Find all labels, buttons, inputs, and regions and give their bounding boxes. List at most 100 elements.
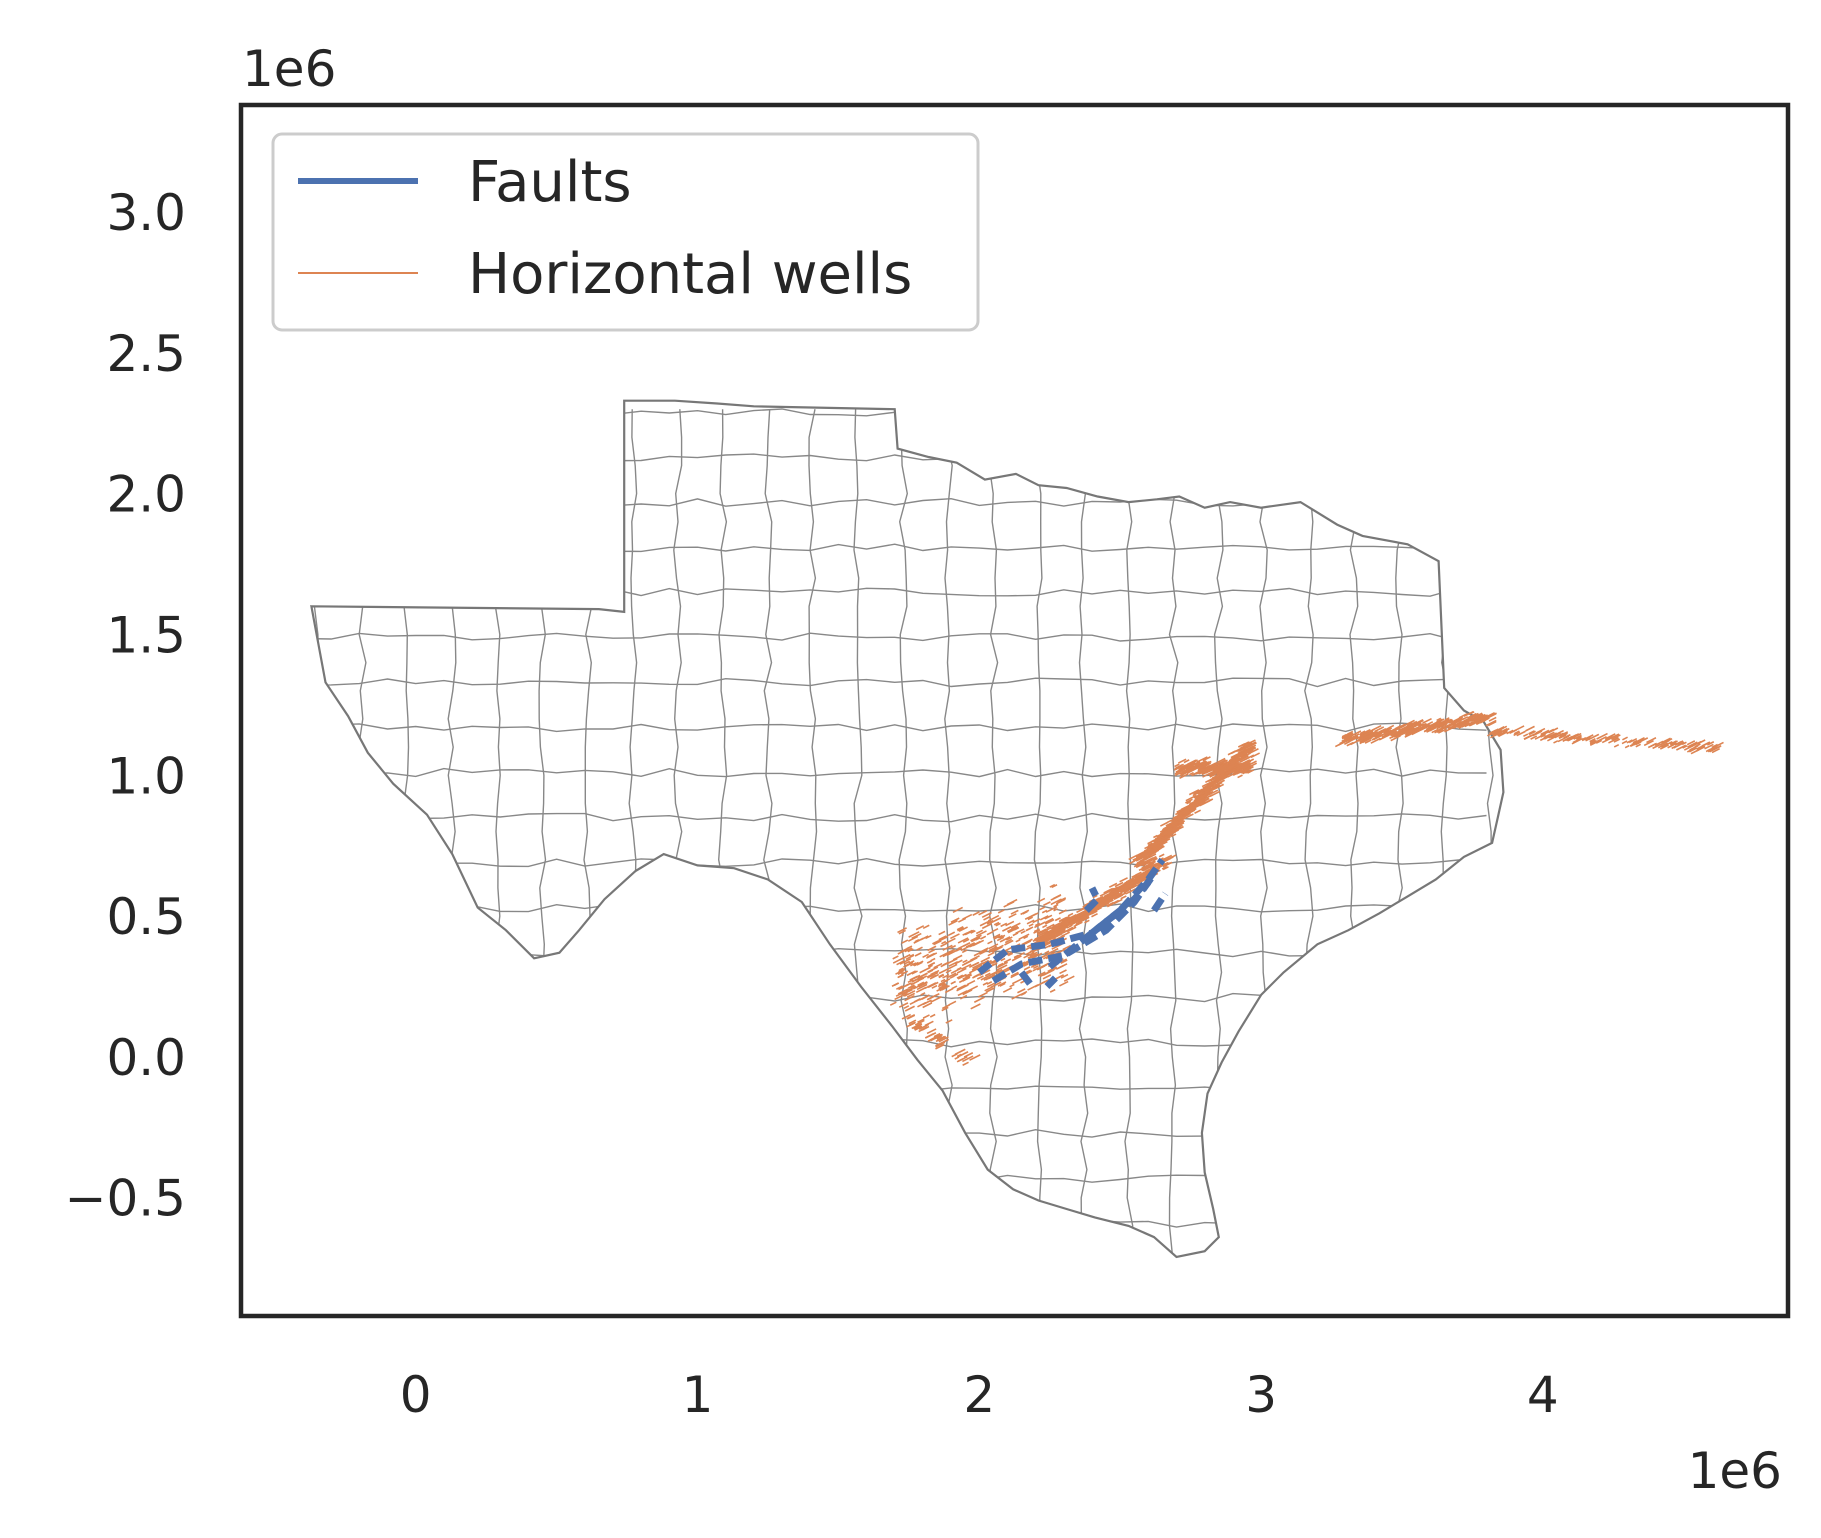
well-mark (1199, 791, 1206, 796)
well-mark (1060, 959, 1068, 964)
well-mark (993, 921, 1000, 926)
well-mark (1026, 919, 1035, 925)
well-mark (918, 1023, 930, 1030)
well-mark (961, 949, 968, 954)
well-mark (942, 944, 953, 951)
well-mark (930, 971, 937, 976)
well-mark (1222, 761, 1228, 765)
well-mark (978, 910, 988, 916)
well-mark (1416, 719, 1424, 725)
well-mark (1061, 915, 1070, 921)
well-mark (1185, 798, 1193, 804)
well-mark (1159, 838, 1171, 845)
well-mark (913, 937, 924, 944)
well-mark (1035, 934, 1043, 940)
well-mark (1120, 885, 1132, 893)
well-mark (899, 957, 912, 965)
well-mark (1080, 910, 1088, 915)
well-mark (1144, 860, 1156, 868)
well-mark (1056, 963, 1068, 970)
well-mark (1358, 735, 1369, 742)
well-mark (1188, 789, 1200, 796)
well-mark (995, 922, 1001, 927)
well-mark (1051, 925, 1063, 932)
well-mark (1011, 977, 1023, 985)
well-mark (1161, 865, 1168, 870)
well-mark (957, 926, 965, 932)
well-mark (933, 962, 943, 969)
well-mark (1338, 740, 1346, 746)
well-mark (1236, 763, 1248, 771)
well-mark (963, 1052, 974, 1058)
well-mark (1053, 894, 1062, 900)
y-tick-label: 1.5 (106, 607, 186, 665)
well-mark (1162, 866, 1169, 871)
well-mark (991, 968, 1003, 976)
well-mark (1044, 914, 1053, 920)
well-mark (924, 1032, 937, 1039)
well-mark (1209, 773, 1217, 778)
well-mark (1075, 921, 1081, 926)
well-mark (1659, 739, 1670, 746)
well-mark (1540, 731, 1549, 737)
well-mark (989, 959, 997, 964)
well-mark (911, 1022, 923, 1030)
well-mark (1116, 890, 1122, 894)
well-mark (1572, 737, 1582, 744)
well-mark (1575, 735, 1583, 741)
well-mark (948, 1000, 957, 1006)
well-mark (1650, 742, 1658, 748)
well-mark (905, 982, 912, 987)
well-mark (1019, 990, 1028, 996)
well-mark (1051, 924, 1061, 930)
well-mark (1148, 842, 1157, 849)
well-mark (1573, 734, 1582, 740)
well-mark (941, 983, 947, 987)
well-mark (944, 987, 954, 994)
well-mark (1035, 937, 1041, 941)
well-mark (1472, 717, 1478, 721)
well-mark (1669, 740, 1677, 745)
well-mark (927, 945, 937, 952)
well-mark (1049, 883, 1056, 888)
well-mark (895, 992, 903, 997)
well-mark (1682, 744, 1688, 749)
well-mark (1182, 810, 1190, 815)
x-offset-label: 1e6 (1688, 1442, 1782, 1500)
well-mark (1147, 855, 1157, 862)
well-mark (1020, 909, 1030, 916)
well-mark (1067, 926, 1074, 931)
well-mark (1550, 732, 1562, 739)
well-mark (1059, 980, 1069, 987)
well-mark (1243, 754, 1255, 761)
well-mark (1008, 913, 1017, 919)
well-mark (906, 1021, 916, 1028)
well-mark (1041, 909, 1048, 914)
well-mark (1513, 730, 1520, 735)
well-mark (929, 1013, 936, 1018)
well-mark (1101, 895, 1111, 902)
well-mark (892, 955, 899, 960)
well-mark (1179, 771, 1188, 777)
well-mark (1417, 723, 1424, 728)
legend-faults-label: Faults (468, 150, 632, 215)
well-mark (997, 981, 1007, 987)
well-mark (1153, 836, 1163, 843)
well-mark (969, 967, 979, 974)
well-mark (1417, 726, 1428, 733)
well-mark (1701, 741, 1710, 747)
well-mark (1010, 971, 1019, 977)
well-mark (1149, 847, 1155, 852)
well-mark (1198, 760, 1208, 767)
well-mark (1053, 903, 1059, 908)
well-mark (908, 931, 920, 938)
well-mark (1138, 861, 1146, 867)
well-mark (1164, 862, 1170, 867)
well-mark (1041, 934, 1048, 939)
well-mark (1030, 912, 1039, 918)
well-mark (898, 967, 906, 973)
well-mark (973, 973, 981, 978)
well-mark (1183, 813, 1194, 820)
well-mark (1395, 727, 1407, 734)
well-mark (932, 939, 940, 945)
